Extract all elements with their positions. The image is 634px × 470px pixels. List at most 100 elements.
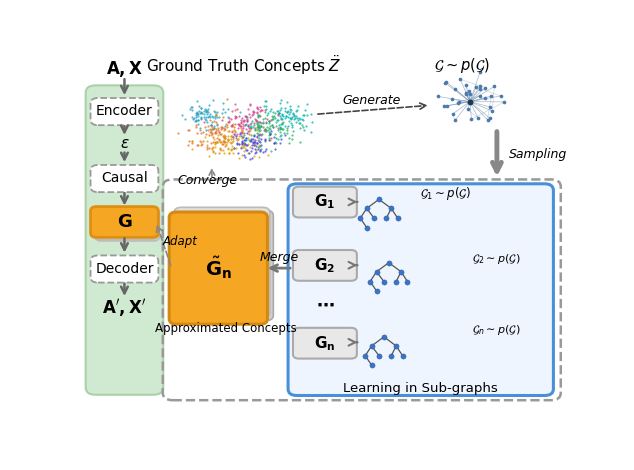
Point (272, 108, 282, 115)
Point (403, 278, 413, 285)
Point (219, 137, 229, 145)
Point (187, 138, 197, 145)
Point (245, 126, 256, 134)
Point (255, 112, 265, 120)
Point (207, 145, 217, 153)
Point (231, 134, 242, 141)
Point (250, 116, 261, 123)
Point (247, 135, 257, 142)
Point (254, 138, 264, 145)
Point (461, 90, 471, 97)
Point (273, 110, 283, 118)
FancyBboxPatch shape (288, 184, 553, 395)
Point (432, 93, 443, 100)
Point (262, 151, 273, 158)
Point (268, 113, 278, 121)
Point (292, 114, 302, 122)
Point (266, 115, 276, 123)
Point (206, 131, 216, 139)
Point (191, 97, 202, 104)
Point (205, 126, 215, 133)
Point (224, 138, 235, 146)
Point (244, 124, 254, 131)
Point (267, 122, 277, 129)
Point (256, 138, 266, 146)
Point (283, 107, 293, 115)
Point (235, 129, 245, 136)
Point (297, 116, 307, 124)
Point (204, 113, 214, 120)
Point (250, 140, 260, 147)
Point (258, 123, 268, 130)
Point (249, 133, 259, 140)
Point (247, 140, 257, 147)
Point (192, 129, 202, 136)
Point (209, 107, 219, 114)
Point (264, 130, 275, 137)
Point (252, 133, 262, 141)
Point (273, 135, 283, 143)
Point (240, 134, 250, 141)
Point (210, 143, 220, 151)
Point (254, 125, 264, 132)
Point (233, 149, 243, 157)
Point (214, 128, 224, 136)
Point (475, 85, 485, 93)
Point (212, 109, 222, 116)
Text: Merge: Merge (260, 251, 299, 265)
Point (259, 127, 269, 134)
Point (275, 99, 285, 107)
Point (240, 121, 250, 129)
Point (224, 127, 234, 135)
Point (209, 124, 219, 132)
Point (217, 125, 228, 132)
Point (262, 111, 272, 118)
Point (204, 131, 214, 139)
Point (189, 114, 199, 122)
Point (210, 130, 221, 137)
Point (271, 134, 281, 141)
Point (209, 118, 219, 125)
Point (238, 123, 249, 130)
Point (276, 114, 286, 122)
Point (213, 124, 223, 132)
Point (184, 137, 194, 145)
Point (245, 125, 256, 132)
Point (294, 114, 304, 121)
Text: Generate: Generate (342, 94, 401, 107)
Point (201, 106, 211, 114)
Text: Sampling: Sampling (509, 148, 567, 161)
Point (274, 109, 284, 117)
Point (211, 111, 221, 118)
Point (191, 124, 202, 131)
Point (230, 127, 240, 135)
Point (247, 110, 257, 118)
Point (221, 141, 231, 149)
Point (210, 127, 221, 135)
Point (306, 110, 316, 118)
Point (221, 140, 231, 148)
Point (269, 140, 279, 147)
Point (454, 98, 464, 106)
Point (265, 122, 275, 129)
Point (261, 105, 271, 113)
Text: $\mathbf{A, X}$: $\mathbf{A, X}$ (106, 59, 143, 79)
Point (228, 142, 238, 149)
Point (480, 94, 490, 102)
Point (207, 112, 217, 120)
Point (220, 134, 230, 142)
Point (205, 110, 215, 118)
Point (273, 124, 283, 131)
Point (292, 107, 302, 114)
Point (361, 204, 372, 212)
Point (262, 123, 273, 130)
Point (241, 137, 251, 144)
Point (249, 141, 259, 149)
Point (236, 138, 247, 146)
Point (261, 126, 271, 134)
Point (207, 130, 217, 137)
Point (264, 118, 274, 125)
Point (212, 135, 222, 142)
Point (264, 118, 274, 125)
Point (221, 121, 231, 128)
